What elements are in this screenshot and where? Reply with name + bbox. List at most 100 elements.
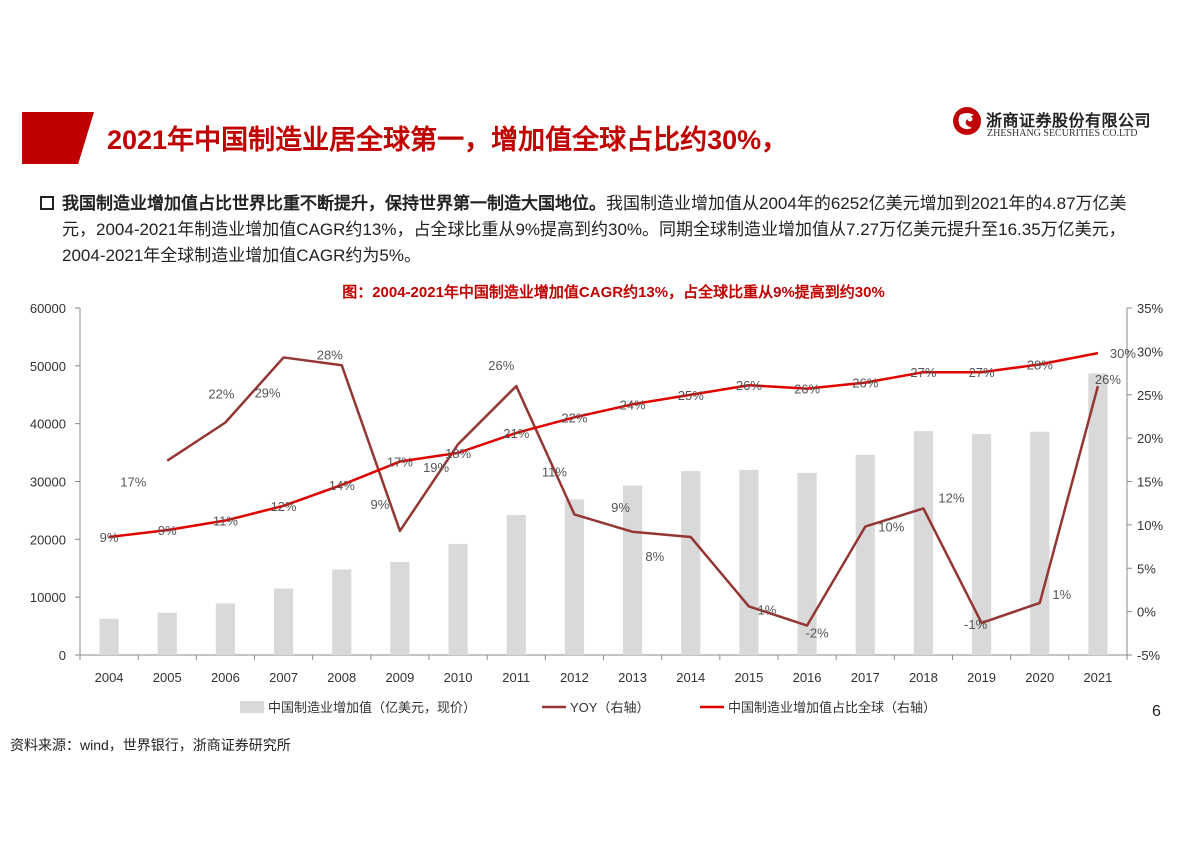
- chart-title: 图：2004-2021年中国制造业增加值CAGR约13%，占全球比重从9%提高到…: [342, 283, 885, 301]
- bar: [157, 612, 177, 655]
- bar: [506, 515, 526, 655]
- share-data-label: 26%: [736, 378, 762, 393]
- bar: [971, 434, 992, 655]
- yoy-data-label: 9%: [611, 500, 630, 515]
- yoy-data-label: 28%: [317, 347, 343, 362]
- x-tick-label: 2016: [793, 670, 822, 685]
- yoy-data-label: 26%: [1095, 372, 1121, 387]
- bar: [99, 618, 119, 655]
- y-tick-label-left: 30000: [30, 475, 66, 490]
- y-tick-label-right: 10%: [1137, 518, 1163, 533]
- yoy-data-label: -2%: [806, 626, 830, 641]
- yoy-data-label: 17%: [120, 475, 146, 490]
- yoy-data-label: 26%: [488, 358, 514, 373]
- x-tick-label: 2019: [967, 670, 996, 685]
- y-tick-label-left: 0: [59, 648, 66, 663]
- x-tick-label: 2021: [1083, 670, 1112, 685]
- share-data-label: 17%: [387, 455, 413, 470]
- share-line: [108, 351, 1099, 539]
- share-data-label: 18%: [445, 446, 471, 461]
- y-tick-label-right: -5%: [1137, 648, 1161, 663]
- x-tick-label: 2010: [444, 670, 473, 685]
- yoy-data-label: 8%: [645, 549, 664, 564]
- legend-swatch: [240, 701, 264, 713]
- bar: [622, 485, 643, 655]
- bar: [332, 569, 352, 655]
- x-tick-label: 2011: [502, 670, 530, 685]
- manufacturing-chart: 图：2004-2021年中国制造业增加值CAGR约13%，占全球比重从9%提高到…: [30, 283, 1164, 715]
- bar: [913, 431, 934, 655]
- share-data-label: 26%: [852, 376, 878, 391]
- share-data-label: 9%: [100, 530, 119, 545]
- yoy-data-label: 1%: [758, 602, 777, 617]
- bar: [681, 471, 701, 655]
- x-tick-label: 2008: [327, 670, 356, 685]
- x-tick-label: 2017: [851, 670, 880, 685]
- yoy-data-label: 12%: [938, 490, 964, 505]
- yoy-data-label: -1%: [964, 617, 988, 632]
- share-data-label: 26%: [794, 382, 820, 397]
- share-data-label: 12%: [271, 499, 297, 514]
- y-tick-label-right: 20%: [1137, 431, 1163, 446]
- yoy-data-label: 11%: [542, 464, 567, 479]
- share-data-label: 24%: [620, 397, 646, 412]
- company-name-en: ZHESHANG SECURITIES CO.LTD: [987, 128, 1138, 139]
- bar: [564, 499, 585, 655]
- y-tick-label-right: 25%: [1137, 388, 1163, 403]
- share-data-label: 9%: [158, 523, 177, 538]
- yoy-line: [166, 356, 1100, 627]
- summary-bold: 我国制造业增加值占比世界比重不断提升，保持世界第一制造大国地位。: [62, 194, 606, 213]
- y-tick-label-right: 15%: [1137, 475, 1163, 490]
- share-data-label: 11%: [213, 514, 238, 529]
- page-title: 2021年中国制造业居全球第一，增加值全球占比约30%，: [107, 125, 789, 155]
- share-data-label: 30%: [1110, 346, 1136, 361]
- bar: [797, 472, 817, 655]
- yoy-data-label: 10%: [878, 520, 904, 535]
- y-tick-label-left: 20000: [30, 532, 66, 547]
- share-data-label: 27%: [910, 365, 936, 380]
- yoy-data-label: 1%: [1052, 587, 1071, 602]
- yoy-data-label: 19%: [423, 460, 449, 475]
- share-data-label: 22%: [561, 410, 587, 425]
- zheshang-logo-icon: [953, 107, 981, 135]
- bar: [215, 603, 236, 655]
- summary-text: 我国制造业增加值占比世界比重不断提升，保持世界第一制造大国地位。我国制造业增加值…: [62, 191, 1150, 269]
- share-data-label: 25%: [678, 388, 704, 403]
- y-tick-label-right: 30%: [1137, 344, 1163, 359]
- legend-label: 中国制造业增加值（亿美元，现价）: [268, 700, 476, 715]
- bar: [390, 561, 410, 655]
- source-note: 资料来源：wind，世界银行，浙商证券研究所: [10, 737, 291, 753]
- bar: [448, 543, 468, 655]
- yoy-data-label: 22%: [208, 387, 234, 402]
- x-tick-label: 2018: [909, 670, 938, 685]
- x-tick-label: 2005: [153, 670, 182, 685]
- legend-label: 中国制造业增加值占比全球（右轴）: [728, 700, 936, 715]
- x-tick-label: 2020: [1025, 670, 1054, 685]
- x-tick-label: 2006: [211, 670, 240, 685]
- x-tick-label: 2015: [734, 670, 763, 685]
- x-tick-label: 2014: [676, 670, 705, 685]
- x-tick-label: 2007: [269, 670, 298, 685]
- legend-label: YOY（右轴）: [570, 700, 649, 715]
- x-tick-label: 2009: [385, 670, 414, 685]
- yoy-data-label: 29%: [255, 385, 281, 400]
- x-tick-label: 2004: [95, 670, 124, 685]
- summary-body: 我国制造业增加值从2004年的6252亿美元增加到2021年的4.87万亿美元，…: [62, 194, 1127, 265]
- company-logo: 浙商证券股份有限公司 ZHESHANG SECURITIES CO.LTD: [952, 104, 1162, 144]
- bar: [1030, 431, 1050, 655]
- share-data-label: 21%: [503, 426, 529, 441]
- yoy-data-label: 9%: [371, 497, 390, 512]
- y-tick-label-left: 60000: [30, 301, 66, 316]
- bar: [739, 469, 759, 655]
- y-tick-label-left: 10000: [30, 590, 66, 605]
- y-tick-label-right: 0%: [1137, 605, 1156, 620]
- y-tick-label-left: 40000: [30, 417, 66, 432]
- page-number: 6: [1152, 703, 1161, 720]
- summary-bullet: 我国制造业增加值占比世界比重不断提升，保持世界第一制造大国地位。我国制造业增加值…: [40, 191, 1150, 269]
- y-tick-label-right: 5%: [1137, 561, 1156, 576]
- share-data-label: 14%: [329, 478, 355, 493]
- bar: [855, 454, 875, 655]
- bullet-square-icon: [40, 196, 54, 210]
- x-tick-label: 2013: [618, 670, 647, 685]
- x-tick-label: 2012: [560, 670, 589, 685]
